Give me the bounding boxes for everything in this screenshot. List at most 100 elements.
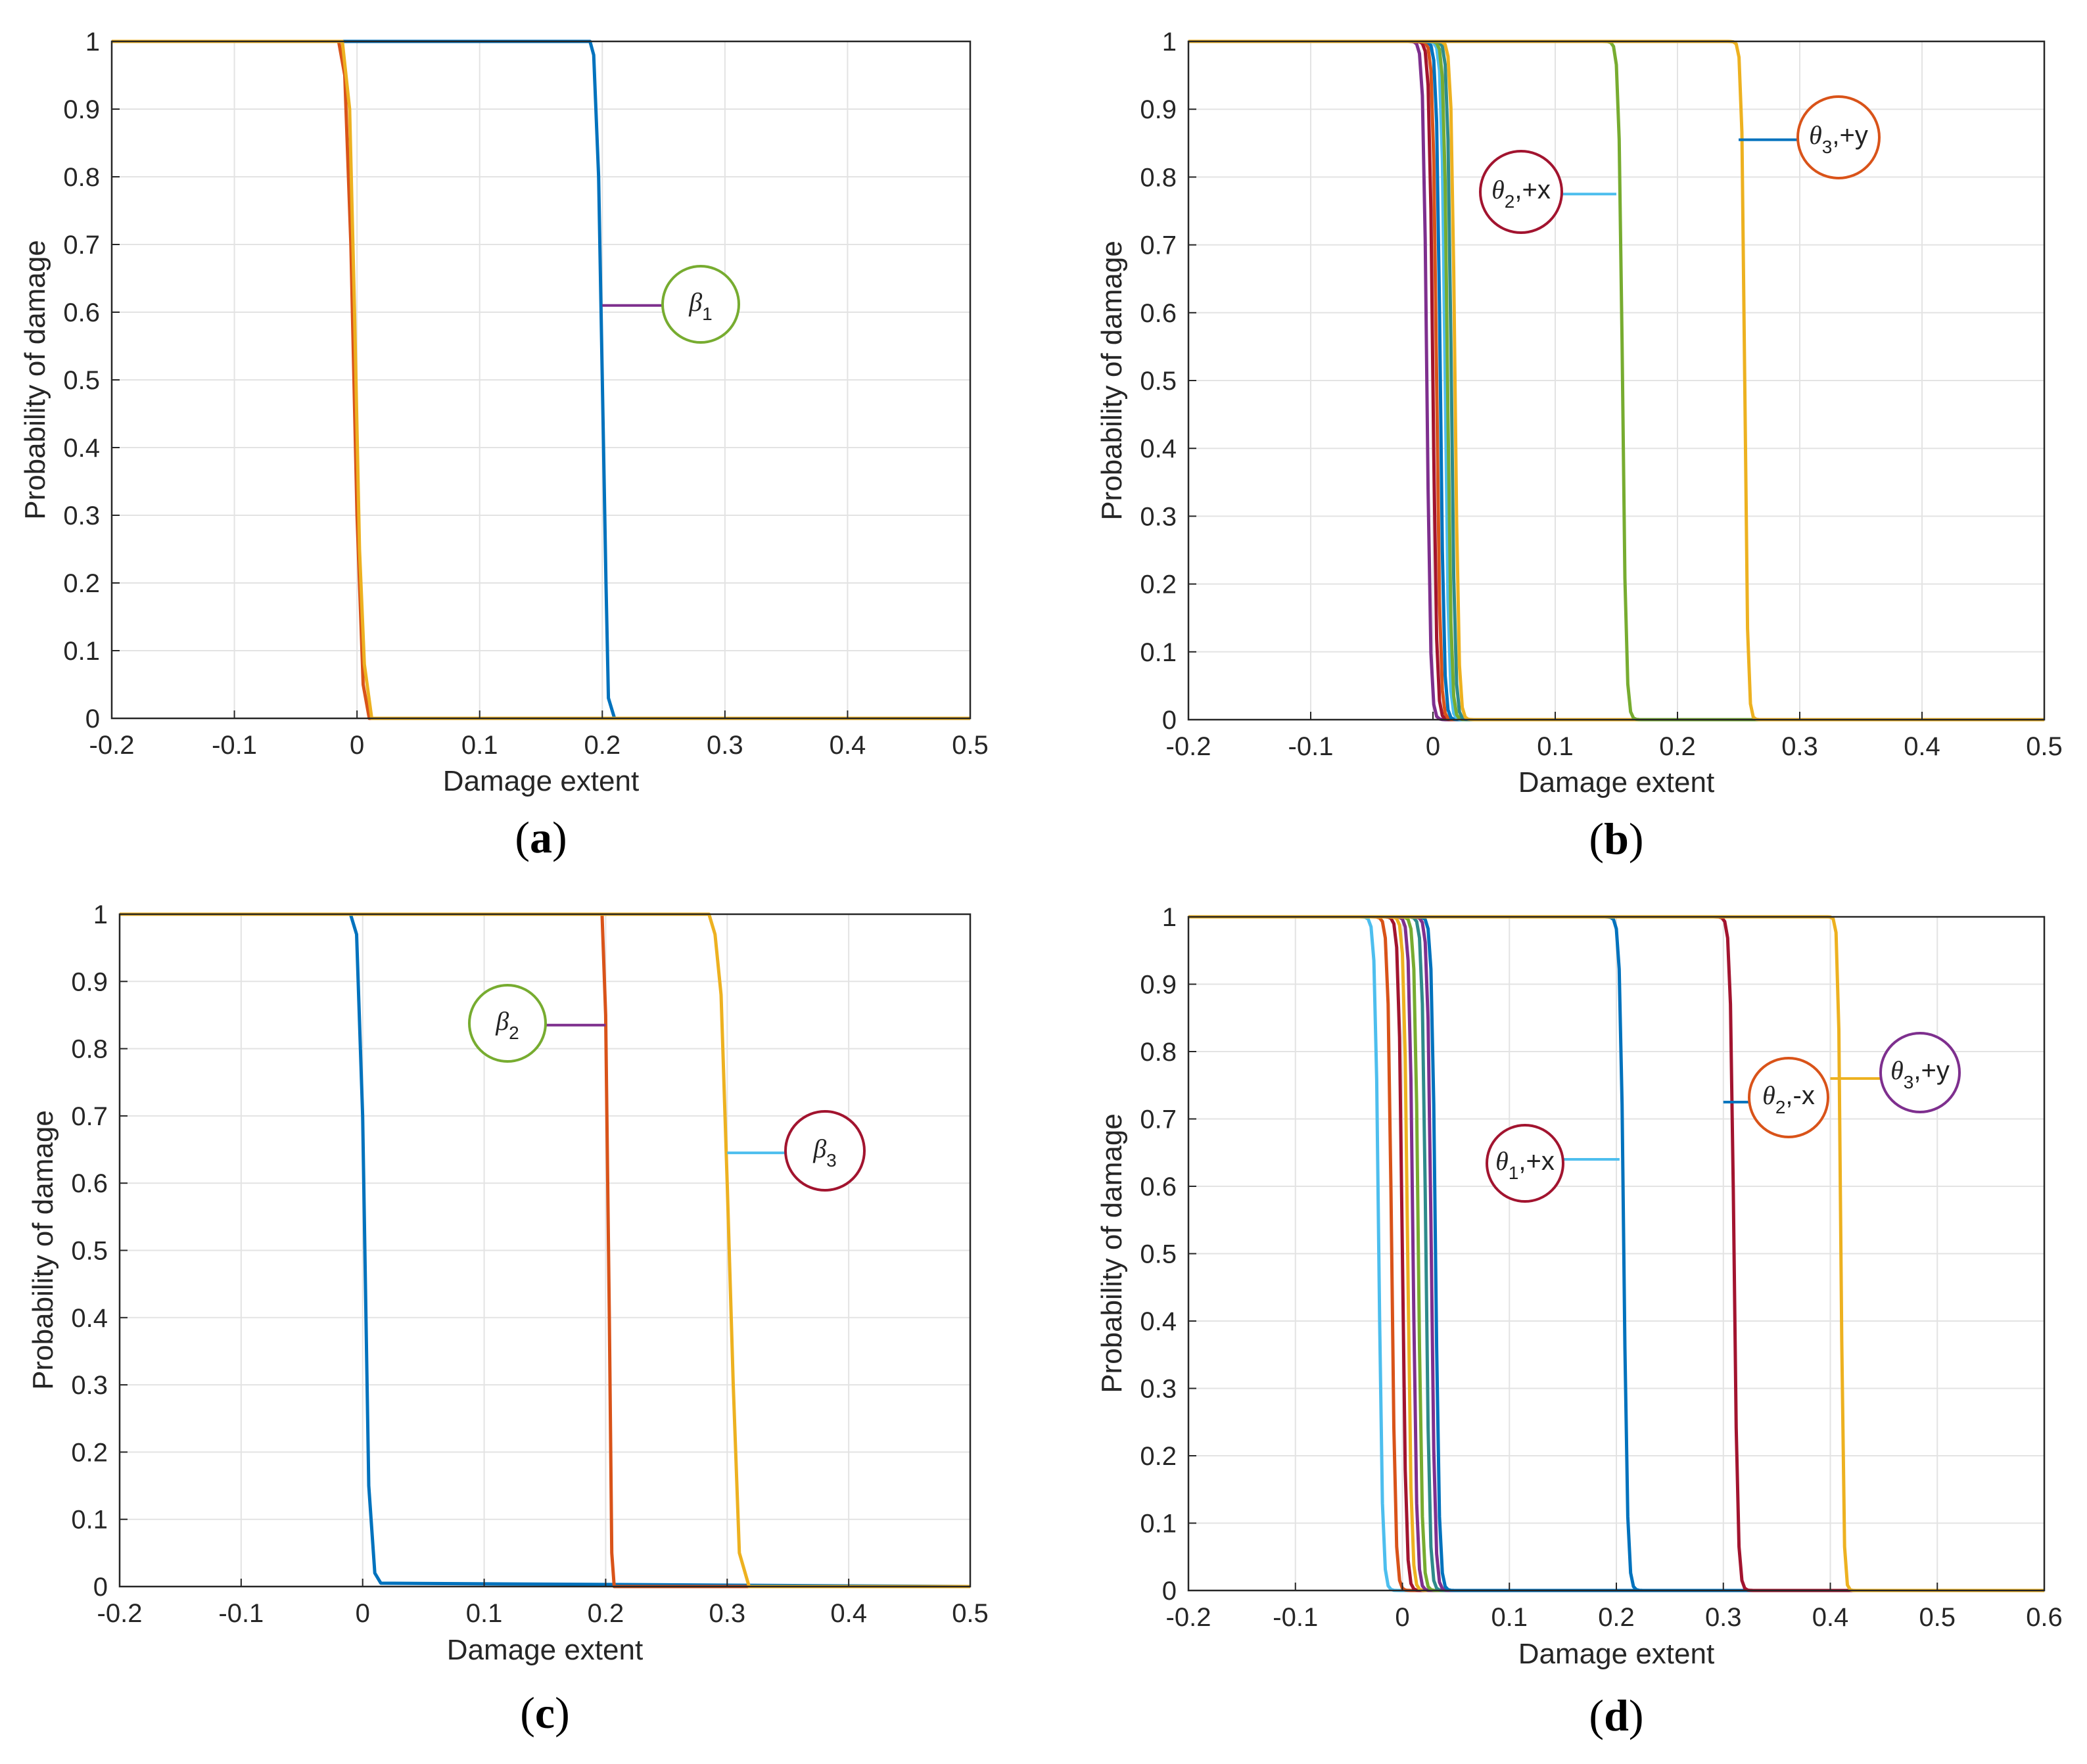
- x-axis-label: Damage extent: [1518, 1638, 1714, 1670]
- y-tick-label: 0.6: [1140, 1172, 1177, 1201]
- chart-panel-d: -0.2 -0.1 0 0.1 0.2 0.3 0.4 0.5 0.6 0 0.1 0.2 0.3 0.4…: [1096, 903, 2063, 1740]
- panel-label: (c): [520, 1688, 570, 1738]
- y-tick-label: 0.2: [71, 1438, 108, 1467]
- panel-label-open: (: [1589, 1690, 1604, 1740]
- y-axis-label: Probability of damage: [1096, 241, 1128, 521]
- x-tick-label: 0.2: [588, 1599, 624, 1628]
- y-tick-label: 0.7: [1140, 1105, 1177, 1134]
- panel-label-close: ): [552, 812, 567, 862]
- annotation-symbol: β: [688, 287, 702, 317]
- annotation-subscript: 1: [702, 304, 713, 324]
- annotation-label: θ1,+x: [1495, 1146, 1555, 1183]
- chart-panel-b: -0.2 -0.1 0 0.1 0.2 0.3 0.4 0.5 0 0.1 0.2 0.3 0.4 0.5…: [1096, 28, 2063, 864]
- annotation-circle: [1479, 150, 1563, 234]
- annotation-symbol: θ: [1809, 120, 1822, 150]
- y-tick-label: 0.5: [1140, 367, 1177, 396]
- y-tick-label: 0.7: [71, 1102, 108, 1131]
- y-tick-label: 0.8: [1140, 1038, 1177, 1067]
- y-tick-label: 0.5: [63, 366, 100, 395]
- panel-label-letter: a: [530, 812, 552, 862]
- x-tick-label: -0.1: [1288, 732, 1334, 761]
- annotation-label: θ2,+x: [1491, 175, 1551, 212]
- y-tick-label: 0.4: [71, 1304, 108, 1333]
- annotation-callout: β3: [727, 1110, 866, 1192]
- x-tick-label: -0.2: [1166, 732, 1211, 761]
- y-tick-label: 0.2: [1140, 1442, 1177, 1471]
- x-tick-label: 0.3: [1781, 732, 1818, 761]
- annotation-subscript: 2: [1775, 1097, 1786, 1117]
- x-tick-label: 0.4: [830, 1599, 867, 1628]
- x-tick-label: 0.1: [461, 731, 498, 760]
- panel-label-open: (: [1589, 814, 1604, 864]
- x-tick-label: 0.5: [952, 1599, 989, 1628]
- y-tick-label: 0.4: [63, 434, 100, 463]
- chart-panel-a: -0.2 -0.1 0 0.1 0.2 0.3 0.4 0.5 0 0.1 0.2 0.3 0.4 0.5…: [19, 28, 989, 862]
- y-tick-label: 0.3: [1140, 502, 1177, 531]
- y-axis-label: Probability of damage: [19, 240, 51, 520]
- y-tick-label: 0.6: [63, 298, 100, 327]
- y-tick-label: 0: [1162, 706, 1177, 735]
- panel-label-close: ): [555, 1688, 570, 1738]
- x-tick-label: 0.6: [2026, 1603, 2063, 1632]
- panel-label: (d): [1589, 1690, 1643, 1740]
- y-tick-label: 1: [85, 28, 100, 57]
- annotation-label: β2: [495, 1006, 519, 1043]
- y-tick-label: 0.1: [1140, 1510, 1177, 1539]
- y-axis-label: Probability of damage: [27, 1110, 59, 1390]
- x-tick-label: 0.3: [1705, 1603, 1742, 1632]
- y-axis-label: Probability of damage: [1096, 1113, 1128, 1393]
- y-tick-label: 0.1: [1140, 638, 1177, 667]
- series-line: [120, 912, 970, 1589]
- y-tick-label: 1: [93, 900, 108, 929]
- chart-panel-c: -0.2 -0.1 0 0.1 0.2 0.3 0.4 0.5 0 0.1 0.2 0.3 0.4 0.5…: [27, 900, 989, 1738]
- y-tick-label: 0.7: [63, 231, 100, 260]
- series-line: [112, 39, 970, 720]
- x-tick-label: 0.5: [2026, 732, 2063, 761]
- annotation-circle: [1879, 1032, 1961, 1113]
- annotation-subscript: 3: [1822, 137, 1833, 157]
- y-tick-label: 1: [1162, 28, 1177, 57]
- x-tick-label: -0.2: [89, 731, 135, 760]
- annotation-circle: [1486, 1124, 1564, 1203]
- x-tick-label: -0.2: [1166, 1603, 1211, 1632]
- annotation-circle: [468, 984, 547, 1063]
- x-tick-label: 0: [350, 731, 364, 760]
- x-axis-label: Damage extent: [1518, 766, 1714, 799]
- annotation-circle: [784, 1110, 866, 1192]
- x-axis-label: Damage extent: [443, 765, 639, 797]
- y-tick-label: 0.1: [71, 1506, 108, 1535]
- series-line: [112, 39, 970, 720]
- panel-label-close: ): [1629, 1690, 1644, 1740]
- x-tick-label: 0.2: [584, 731, 621, 760]
- y-tick-label: 0: [1162, 1577, 1177, 1606]
- y-tick-label: 0.8: [1140, 163, 1177, 192]
- annotation-subscript: 2: [509, 1023, 519, 1043]
- x-tick-label: 0: [1395, 1603, 1409, 1632]
- x-tick-label: 0.1: [1491, 1603, 1528, 1632]
- y-tick-label: 0.1: [63, 637, 100, 666]
- y-tick-label: 0.9: [1140, 95, 1177, 124]
- annotation-suffix: ,+x: [1518, 1147, 1554, 1176]
- y-tick-label: 0.3: [63, 501, 100, 530]
- annotation-suffix: ,+x: [1514, 175, 1550, 204]
- y-tick-label: 0.5: [1140, 1240, 1177, 1269]
- annotation-callout: θ3,+y: [1739, 95, 1881, 179]
- y-tick-label: 0.9: [71, 967, 108, 996]
- x-tick-label: 0.4: [1904, 732, 1940, 761]
- annotation-label: θ2,-x: [1762, 1080, 1815, 1117]
- annotation-symbol: β: [812, 1134, 826, 1163]
- x-tick-label: 0.3: [707, 731, 743, 760]
- x-tick-label: -0.1: [212, 731, 257, 760]
- panel-label-open: (: [520, 1688, 535, 1738]
- y-tick-label: 0: [85, 705, 100, 733]
- x-tick-label: 0.2: [1598, 1603, 1635, 1632]
- y-tick-label: 0.6: [1140, 299, 1177, 328]
- annotation-subscript: 2: [1505, 191, 1515, 212]
- series-line: [112, 39, 970, 720]
- x-tick-label: 0.5: [952, 731, 989, 760]
- annotation-symbol: θ: [1495, 1146, 1509, 1176]
- panel-label-letter: b: [1604, 814, 1629, 864]
- y-tick-label: 0.2: [1140, 570, 1177, 599]
- x-tick-label: 0.1: [1537, 732, 1574, 761]
